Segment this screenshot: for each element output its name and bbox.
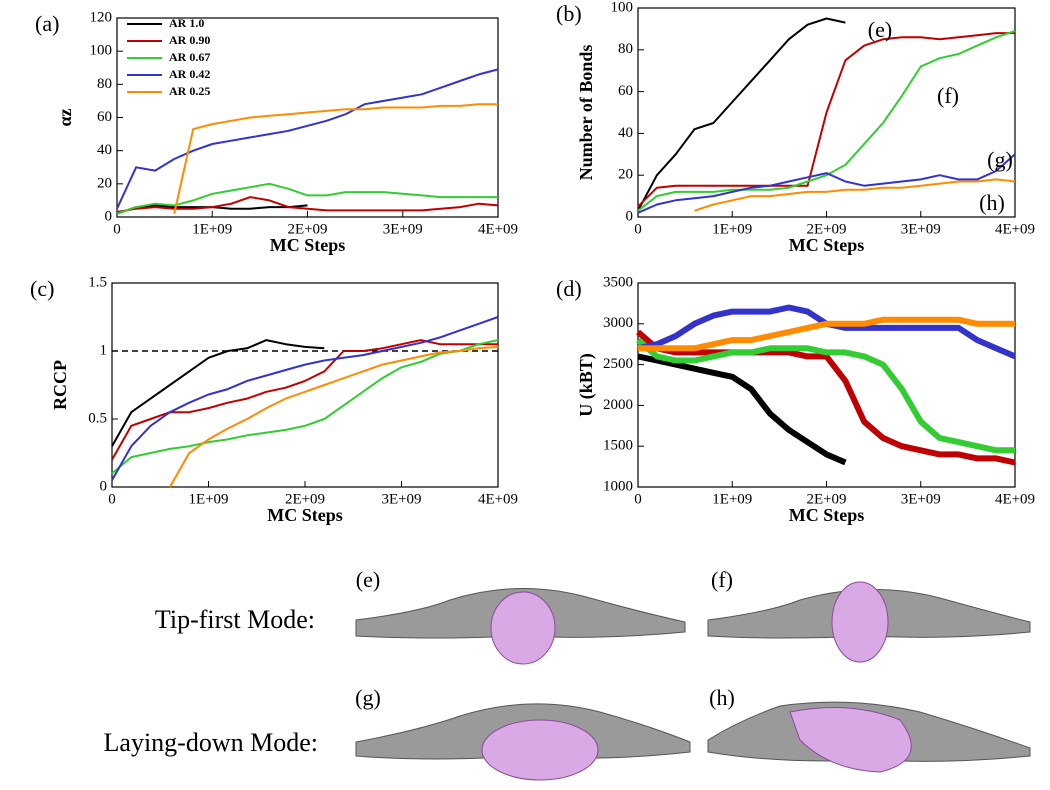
x-tick-label: 0 [634, 221, 642, 237]
series-line [173, 103, 498, 214]
x-tick-label: 2E+09 [806, 491, 846, 507]
x-tick-label: 2E+09 [287, 221, 327, 237]
x-tick-label: 1E+09 [712, 221, 752, 237]
row-label: Tip-first Mode: [155, 605, 315, 634]
particle [789, 707, 912, 773]
y-axis-label: RCCP [50, 360, 70, 410]
series-line [111, 339, 499, 475]
y-tick-label: 1 [100, 342, 108, 358]
series-line [637, 353, 847, 466]
x-tick-label: 1E+09 [712, 491, 752, 507]
x-tick-label: 2E+09 [806, 221, 846, 237]
series-line [636, 329, 1016, 466]
x-tick-label: 3E+09 [901, 221, 941, 237]
panel-label: (a) [35, 11, 59, 36]
series-line [638, 316, 1015, 352]
legend-label: AR 0.67 [169, 50, 210, 64]
y-tick-label: 2500 [603, 356, 633, 372]
x-tick-label: 4E+09 [995, 491, 1035, 507]
legend-label: AR 0.42 [169, 67, 210, 81]
panel-label: (b) [556, 1, 582, 26]
series-line [116, 68, 499, 210]
y-tick-label: 40 [97, 142, 112, 158]
y-tick-label: 3000 [603, 315, 633, 331]
y-tick-label: 20 [97, 175, 112, 191]
y-tick-label: 0 [100, 478, 108, 494]
y-tick-label: 1.5 [88, 274, 107, 290]
series-line [116, 182, 498, 215]
annotation: (h) [979, 190, 1005, 215]
series-line [637, 153, 1016, 214]
y-tick-label: 0 [626, 208, 634, 224]
y-tick-label: 80 [618, 41, 633, 57]
x-axis-label: MC Steps [789, 505, 865, 525]
x-tick-label: 3E+09 [381, 491, 421, 507]
series-line [636, 337, 1015, 454]
y-tick-label: 60 [618, 83, 633, 99]
series-line [637, 17, 846, 212]
y-tick-label: 120 [90, 9, 113, 25]
y-tick-label: 100 [90, 43, 113, 59]
x-tick-label: 0 [634, 491, 642, 507]
legend-label: AR 0.90 [169, 33, 210, 47]
annotation: (g) [987, 147, 1013, 172]
panel-label: (f) [711, 567, 733, 592]
panel-label: (c) [30, 276, 54, 301]
y-axis-label: Number of Bonds [576, 45, 596, 181]
y-axis-label: U (kBT) [576, 353, 597, 417]
y-axis-label: αz [55, 108, 75, 126]
x-tick-label: 1E+09 [188, 491, 228, 507]
x-tick-label: 4E+09 [995, 221, 1035, 237]
x-tick-label: 3E+09 [901, 491, 941, 507]
particle [481, 719, 599, 781]
x-tick-label: 2E+09 [285, 491, 325, 507]
series-line [116, 196, 499, 213]
panel-label: (g) [355, 685, 381, 710]
y-tick-label: 0.5 [88, 410, 107, 426]
series-line [111, 339, 498, 461]
legend-label: AR 1.0 [169, 16, 204, 30]
particle [831, 581, 889, 663]
panel-label: (h) [709, 685, 735, 710]
series-line [111, 339, 325, 447]
series-line [637, 30, 1016, 212]
annotation: (e) [868, 17, 892, 42]
y-tick-label: 0 [105, 208, 113, 224]
y-tick-label: 60 [97, 109, 112, 125]
x-tick-label: 1E+09 [192, 221, 232, 237]
annotation: (f) [937, 83, 959, 108]
panel-label: (d) [556, 276, 582, 301]
x-axis-label: MC Steps [270, 235, 346, 255]
x-tick-label: 4E+09 [478, 491, 518, 507]
panel-label: (e) [356, 567, 380, 592]
series-line [111, 316, 499, 481]
x-tick-label: 3E+09 [383, 221, 423, 237]
y-tick-label: 100 [611, 0, 634, 15]
y-tick-label: 2000 [603, 397, 633, 413]
particle [490, 591, 556, 665]
legend-label: AR 0.25 [169, 84, 210, 98]
x-axis-label: MC Steps [789, 235, 865, 255]
image-panels: Tip-first Mode: Laying-down Mode: (e) (f… [104, 567, 1031, 781]
series-line [694, 178, 1016, 212]
y-tick-label: 3500 [603, 274, 633, 290]
x-tick-label: 4E+09 [478, 221, 518, 237]
series-line [169, 345, 499, 488]
plot-frame [116, 17, 499, 218]
y-tick-label: 20 [618, 167, 633, 183]
y-tick-label: 1000 [603, 478, 633, 494]
row-label: Laying-down Mode: [104, 728, 318, 757]
y-tick-label: 80 [97, 76, 112, 92]
y-tick-label: 40 [618, 125, 633, 141]
x-tick-label: 0 [108, 491, 116, 507]
x-axis-label: MC Steps [267, 505, 343, 525]
series-line [637, 32, 1015, 208]
y-tick-label: 1500 [603, 438, 633, 454]
x-tick-label: 0 [113, 221, 121, 237]
